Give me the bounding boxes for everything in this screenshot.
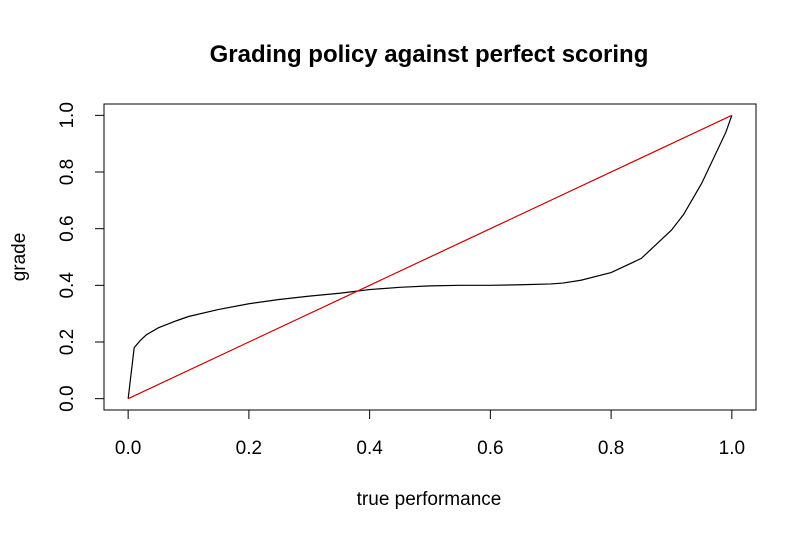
x-tick-label: 0.2 <box>236 438 262 459</box>
series-line-0 <box>127 115 733 399</box>
chart-title: Grading policy against perfect scoring <box>210 41 649 68</box>
y-tick-label: 0.4 <box>57 272 78 299</box>
x-tick-label: 0.6 <box>477 438 503 459</box>
y-tick-label: 0.0 <box>57 385 78 411</box>
series-layer <box>127 114 733 400</box>
y-axis: 0.0 0.2 0.4 0.6 0.8 1.0 <box>57 102 105 412</box>
x-tick-label: 0.4 <box>356 438 383 459</box>
x-tick-label: 1.0 <box>719 438 745 459</box>
series-line-1 <box>127 114 733 400</box>
x-tick-label: 0.0 <box>115 438 141 459</box>
x-tick-label: 0.8 <box>598 438 624 459</box>
x-axis-label: true performance <box>357 489 502 510</box>
y-tick-label: 0.2 <box>57 329 78 355</box>
y-tick-label: 0.6 <box>57 215 78 241</box>
y-axis-label: grade <box>9 233 30 282</box>
x-axis: 0.0 0.2 0.4 0.6 0.8 1.0 <box>115 409 745 459</box>
y-tick-label: 0.8 <box>57 159 78 185</box>
y-tick-label: 1.0 <box>57 102 78 128</box>
